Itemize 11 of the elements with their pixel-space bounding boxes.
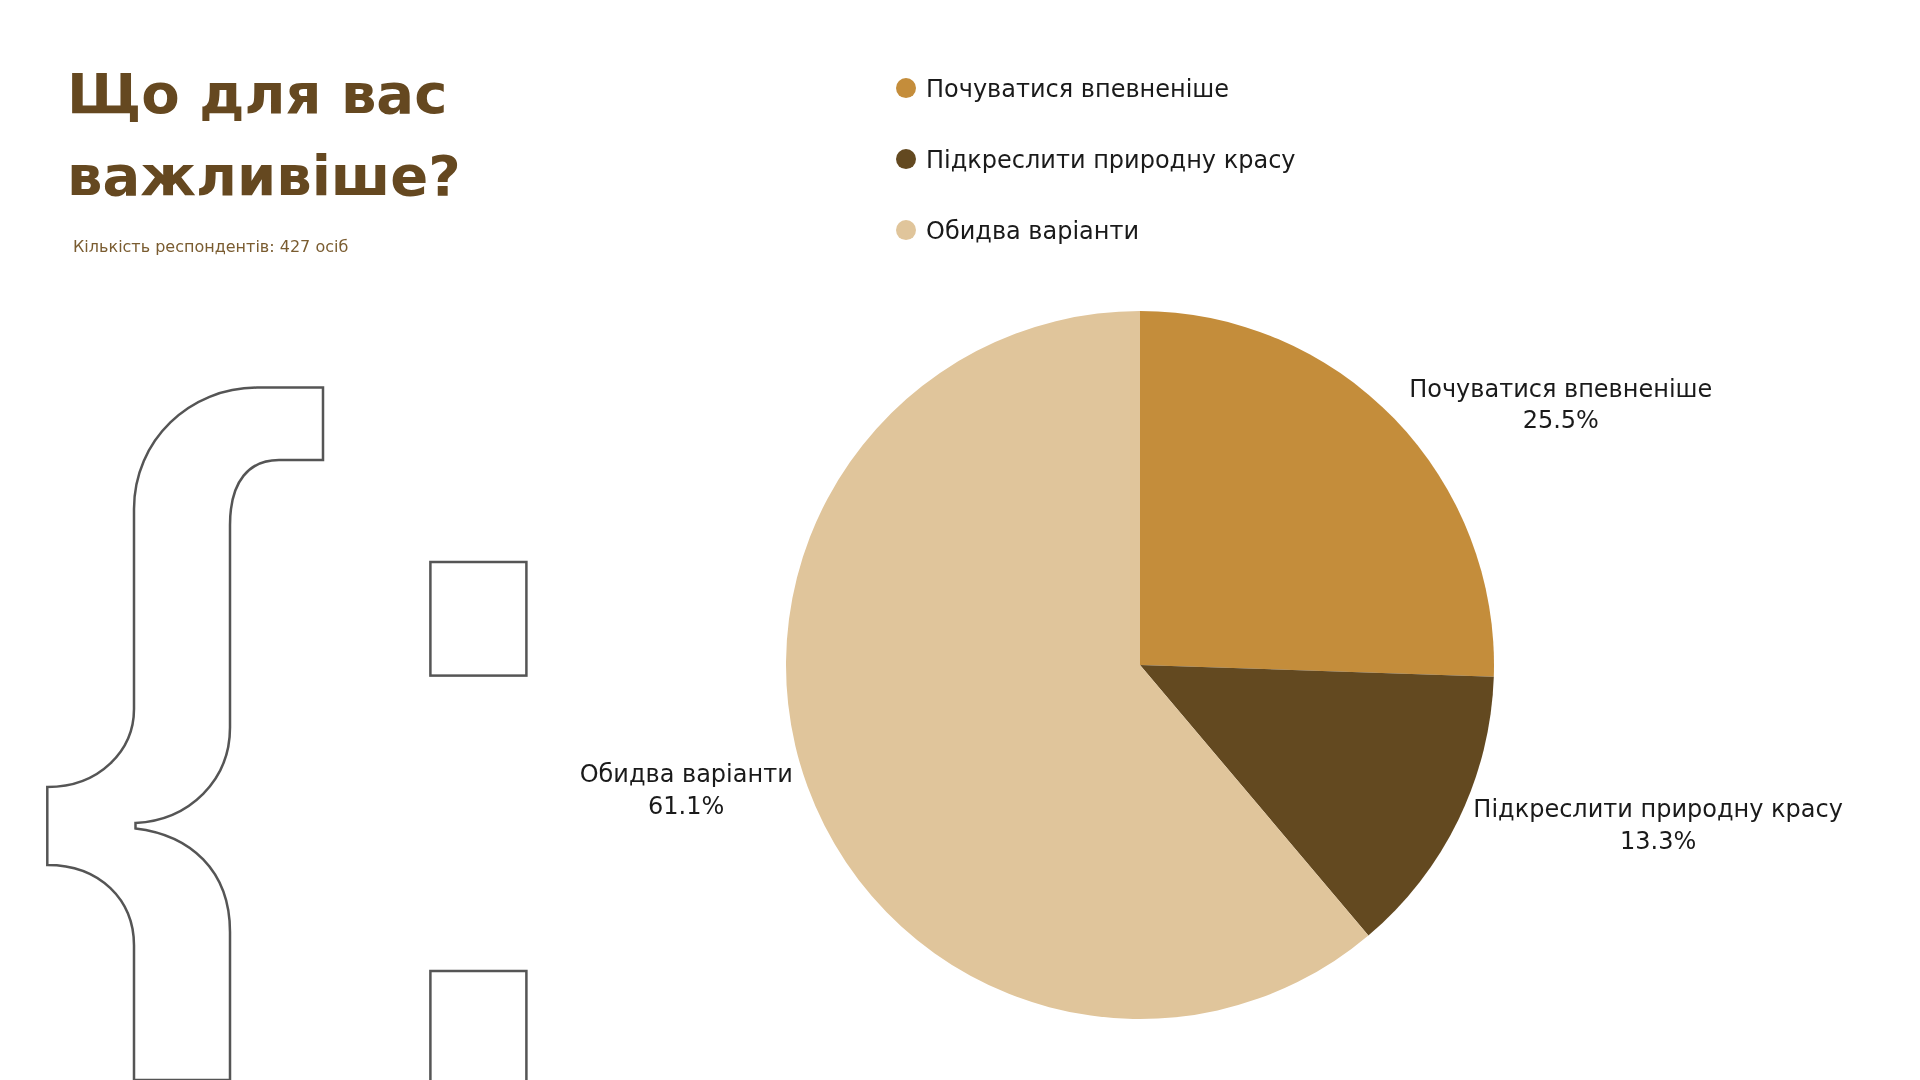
legend-label: Підкреслити природну красу — [926, 146, 1296, 175]
text: Кількість респондентів: 427 осіб — [73, 237, 349, 257]
text: Що для вас важливіше? — [67, 60, 462, 210]
data-label: 61.1% — [648, 791, 725, 820]
slice-label: Підкреслити природну красу — [1473, 795, 1843, 824]
slice-label: Почуватися впевненіше — [1409, 374, 1713, 403]
legend-label: Обидва варіанти — [926, 217, 1140, 246]
data-label: 13.3% — [1620, 826, 1697, 855]
slice-label: Обидва варіанти — [579, 760, 793, 789]
legend-label: Почуватися впевненіше — [926, 75, 1230, 104]
data-label: 25.5% — [1522, 406, 1599, 435]
